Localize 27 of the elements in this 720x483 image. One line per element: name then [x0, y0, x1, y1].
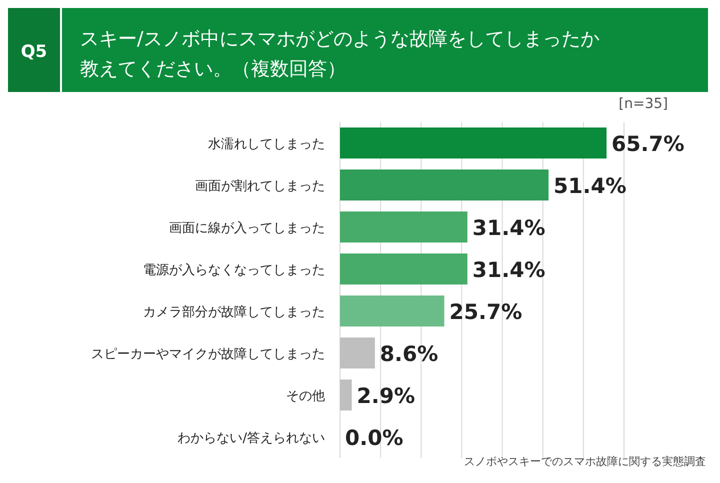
data-label: 25.7%	[449, 300, 522, 324]
data-label: 8.6%	[380, 342, 438, 366]
bar	[340, 296, 444, 326]
y-tick-label: スピーカーやマイクが故障してしまった	[91, 347, 325, 362]
bar	[340, 338, 375, 368]
data-label: 51.4%	[554, 174, 626, 198]
y-tick-label: 画面に線が入ってしまった	[169, 221, 325, 236]
bar	[340, 380, 352, 410]
y-tick-label: わからない/答えられない	[178, 431, 325, 446]
data-label: 65.7%	[612, 132, 684, 156]
y-tick-label: その他	[286, 389, 325, 404]
y-tick-label: カメラ部分が故障してしまった	[143, 305, 325, 320]
text: Q5	[20, 42, 48, 62]
data-label: 2.9%	[356, 384, 416, 408]
chart-subtitle: スキー/スノボ中にスマホがどのような故障をしてしまったか教えてください。（複数回答）	[80, 28, 600, 80]
y-tick-label: 電源が入らなくなってしまった	[143, 263, 325, 278]
bar	[340, 170, 549, 200]
data-label: 31.4%	[472, 258, 546, 282]
text: [n=35]	[618, 96, 668, 112]
data-label: 31.4%	[472, 216, 546, 240]
y-tick-label: 画面が割れてしまった	[195, 179, 325, 194]
bar	[340, 128, 607, 158]
annotation: スノボやスキーでのスマホ故障に関する実態調査	[464, 455, 706, 468]
y-tick-label: 水濡れしてしまった	[208, 137, 325, 152]
data-label: 0.0%	[345, 426, 404, 450]
bar	[340, 254, 468, 284]
bar	[340, 212, 468, 242]
